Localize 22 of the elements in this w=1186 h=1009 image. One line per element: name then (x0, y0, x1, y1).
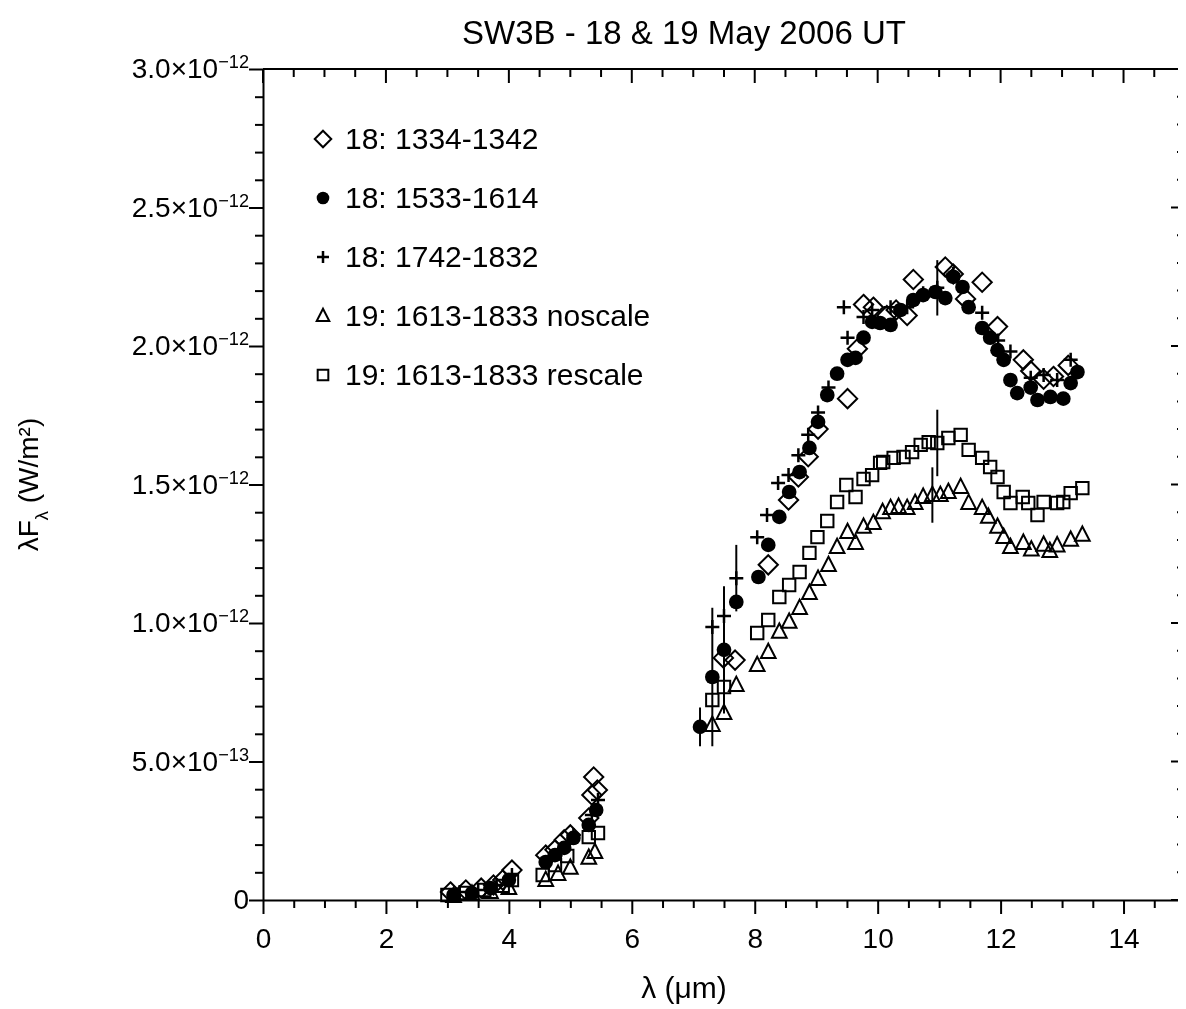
legend-label: 18: 1742-1832 (345, 240, 539, 273)
x-axis-title: λ (μm) (641, 971, 727, 1004)
y-tick-label: 2.5×10$^{−12}$ (131, 190, 249, 223)
x-tick-label: 12 (985, 922, 1017, 954)
x-tick-label: 6 (624, 922, 641, 954)
x-tick-label: 2 (378, 922, 395, 954)
x-tick-label: 4 (501, 922, 518, 954)
x-tick-label: 8 (747, 922, 764, 954)
y-tick-label: 2.0×10$^{−12}$ (131, 329, 249, 362)
y-tick-label: 5.0×10$^{−13}$ (131, 744, 249, 777)
legend-label: 19: 1613-1833 rescale (345, 358, 644, 391)
x-tick-label: 0 (255, 922, 272, 954)
y-tick-label: 3.0×10$^{−12}$ (131, 52, 249, 85)
y-tick-label: 1.5×10$^{−12}$ (131, 467, 249, 500)
x-tick-label: 14 (1108, 922, 1140, 954)
legend-label: 18: 1533-1614 (345, 181, 539, 214)
y-tick-label: 0 (233, 884, 249, 916)
legend-label: 18: 1334-1342 (345, 122, 539, 155)
x-tick-label: 10 (862, 922, 894, 954)
y-tick-label: 1.0×10$^{−12}$ (131, 606, 249, 639)
legend-label: 19: 1613-1833 noscale (345, 299, 651, 332)
chart-title: SW3B - 18 & 19 May 2006 UT (462, 14, 906, 51)
